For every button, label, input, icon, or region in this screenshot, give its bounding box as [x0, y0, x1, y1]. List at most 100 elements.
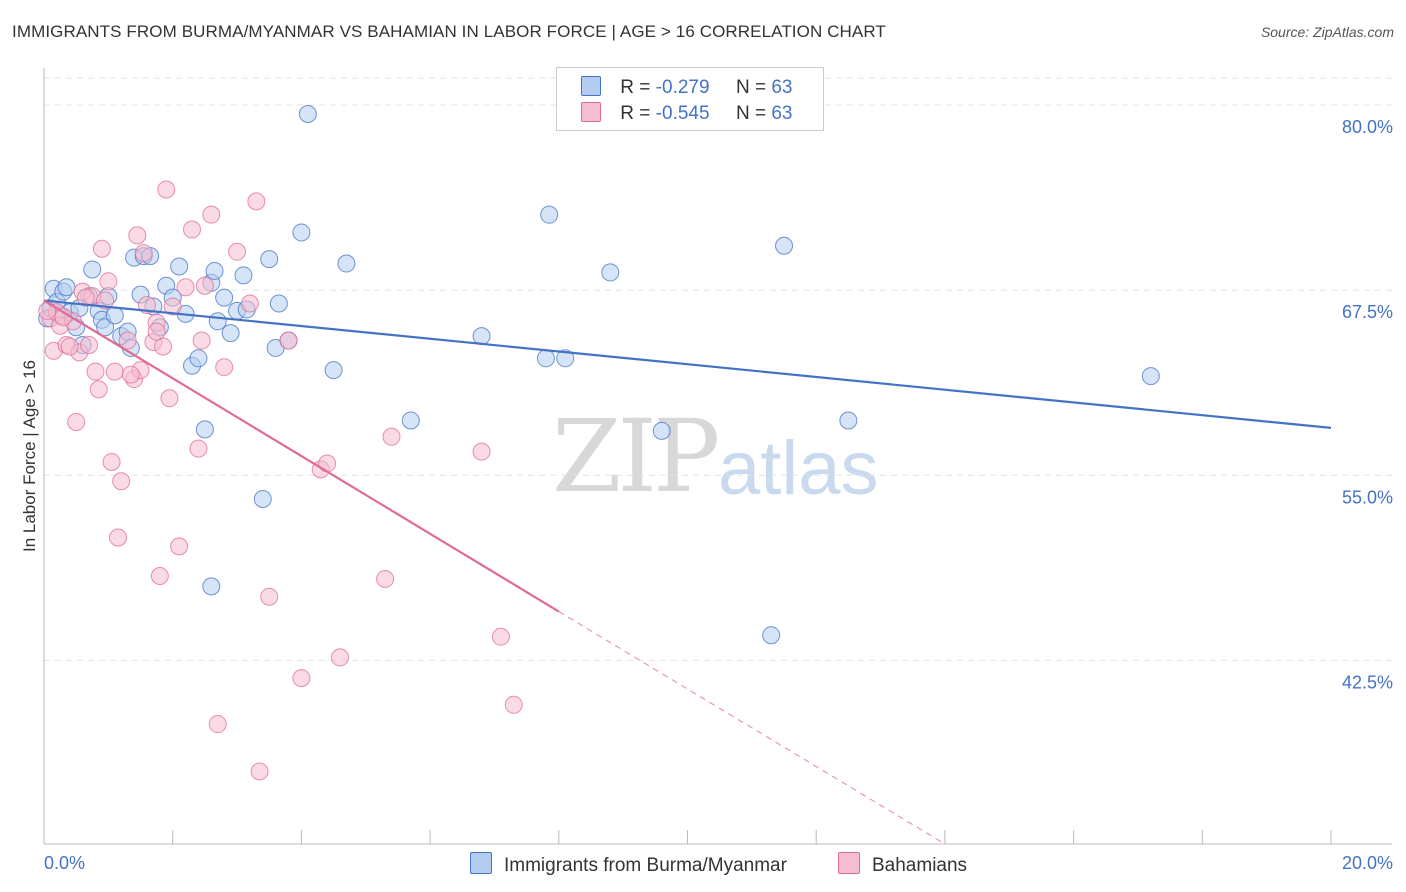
point-bahamian	[176, 278, 195, 297]
point-bahamian	[504, 695, 523, 714]
point-bahamian	[202, 205, 221, 224]
watermark-zip: ZIP	[552, 398, 720, 515]
point-bahamian	[228, 242, 247, 261]
source-label: Source: ZipAtlas.com	[1260, 24, 1394, 40]
point-bahamian	[318, 454, 337, 473]
point-bahamian	[92, 239, 111, 258]
point-burma	[83, 260, 102, 279]
point-bahamian	[491, 627, 510, 646]
bottom-legend-burma: Immigrants from Burma/Myanmar	[470, 852, 787, 877]
point-burma	[652, 421, 671, 440]
trend-lines	[43, 299, 1332, 845]
point-bahamian	[134, 244, 153, 263]
point-bahamian	[215, 358, 234, 377]
watermark-atlas: atlas	[718, 426, 879, 511]
point-burma	[775, 236, 794, 255]
point-bahamian	[279, 331, 298, 350]
point-burma	[189, 349, 208, 368]
x-tick-label: 0.0%	[44, 853, 85, 873]
point-bahamian	[163, 297, 182, 316]
point-bahamian	[208, 715, 227, 734]
bottom-legend-swatch-burma	[470, 852, 492, 874]
point-burma	[536, 349, 555, 368]
point-burma	[839, 411, 858, 430]
point-burma	[269, 294, 288, 313]
point-burma	[260, 250, 279, 269]
point-bahamian	[195, 276, 214, 295]
point-bahamian	[76, 288, 95, 307]
point-burma	[472, 327, 491, 346]
point-burma	[298, 104, 317, 123]
bottom-legend-label-bahamian: Bahamians	[872, 855, 968, 876]
point-bahamian	[121, 365, 140, 384]
y-tick-label: 80.0%	[1342, 117, 1393, 137]
point-bahamian	[112, 472, 131, 491]
legend-n-value-bahamian: 63	[771, 103, 793, 124]
point-burma	[337, 254, 356, 273]
chart-title: IMMIGRANTS FROM BURMA/MYANMAR VS BAHAMIA…	[12, 22, 886, 41]
point-burma	[401, 411, 420, 430]
point-bahamian	[109, 528, 128, 547]
point-burma	[205, 261, 224, 280]
point-bahamian	[160, 389, 179, 408]
legend-swatch-bahamian	[581, 102, 601, 122]
legend-swatch-burma	[581, 76, 601, 96]
point-burma	[96, 318, 115, 337]
series-burma-points	[38, 104, 1160, 645]
point-burma	[556, 349, 575, 368]
correlation-legend: R = -0.279 N = 63 R = -0.545 N = 63	[556, 67, 824, 131]
y-axis-label: In Labor Force | Age > 16	[20, 360, 39, 552]
legend-n-value-burma: 63	[771, 77, 793, 98]
point-bahamian	[260, 587, 279, 606]
point-bahamian	[154, 337, 173, 356]
legend-n-label: N =	[735, 103, 767, 124]
point-bahamian	[105, 362, 124, 381]
series-bahamian-points	[38, 180, 523, 781]
point-bahamian	[86, 362, 105, 381]
point-bahamian	[118, 331, 137, 350]
legend-r-label: R =	[620, 103, 651, 124]
point-burma	[762, 626, 781, 645]
legend-row-bahamian: R = -0.545 N = 63	[581, 102, 792, 125]
axes	[43, 68, 1392, 845]
point-burma	[221, 324, 240, 343]
point-burma	[105, 306, 124, 325]
legend-row-burma: R = -0.279 N = 63	[581, 76, 792, 99]
point-bahamian	[67, 412, 86, 431]
point-bahamian	[147, 322, 166, 341]
point-bahamian	[99, 272, 118, 291]
point-bahamian	[128, 226, 147, 245]
point-bahamian	[60, 337, 79, 356]
point-bahamian	[183, 220, 202, 239]
point-burma	[170, 257, 189, 276]
legend-r-label: R =	[620, 77, 651, 98]
legend-n-label: N =	[735, 77, 767, 98]
point-bahamian	[472, 442, 491, 461]
y-tick-label: 42.5%	[1342, 672, 1393, 692]
point-bahamian	[382, 427, 401, 446]
point-bahamian	[331, 648, 350, 667]
point-burma	[292, 223, 311, 242]
point-bahamian	[96, 291, 115, 310]
point-bahamian	[170, 537, 189, 556]
trend-line-bahamian-extension	[558, 611, 946, 845]
point-burma	[57, 278, 76, 297]
point-burma	[324, 361, 343, 380]
point-bahamian	[247, 192, 266, 211]
bottom-legend-swatch-bahamian	[838, 852, 860, 874]
legend-r-value-bahamian: -0.545	[655, 103, 710, 124]
point-burma	[234, 266, 253, 285]
point-burma	[540, 205, 559, 224]
point-bahamian	[189, 439, 208, 458]
y-tick-label: 55.0%	[1342, 487, 1393, 507]
point-bahamian	[240, 294, 259, 313]
point-bahamian	[376, 569, 395, 588]
trend-line-bahamian	[43, 299, 560, 613]
grid-lines	[44, 77, 1392, 661]
point-bahamian	[157, 180, 176, 199]
axis-labels: 42.5% 55.0% 67.5% 80.0% 0.0% 20.0% In Labor Fo…	[20, 117, 1393, 873]
point-bahamian	[89, 380, 108, 399]
bottom-legend-bahamian: Bahamians	[838, 852, 967, 877]
point-burma	[1141, 367, 1160, 386]
